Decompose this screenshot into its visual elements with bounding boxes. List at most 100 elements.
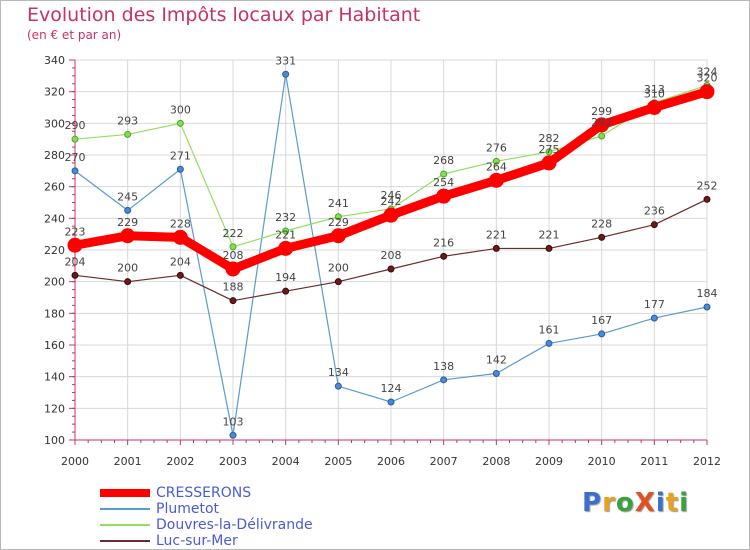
- data-point-cresserons: [120, 228, 136, 244]
- data-point-luc-sur-mer: [282, 287, 290, 295]
- data-label-luc-sur-mer: 188: [223, 281, 244, 294]
- data-label-luc-sur-mer: 236: [644, 205, 665, 218]
- data-label-douvres-la-d-livrande: 300: [170, 103, 191, 116]
- data-label-cresserons: 229: [117, 216, 138, 229]
- data-point-plumetot: [703, 303, 711, 311]
- y-tick-label: 340: [44, 54, 65, 67]
- data-label-douvres-la-d-livrande: 290: [65, 119, 86, 132]
- data-point-cresserons: [646, 100, 662, 115]
- data-point-douvres-la-d-livrande: [124, 130, 132, 138]
- y-tick-label: 120: [44, 402, 65, 415]
- data-point-plumetot: [650, 314, 658, 322]
- data-label-luc-sur-mer: 204: [170, 255, 191, 268]
- data-point-luc-sur-mer: [176, 271, 184, 279]
- data-point-douvres-la-d-livrande: [229, 243, 237, 251]
- data-point-plumetot: [334, 382, 342, 390]
- data-point-plumetot: [124, 206, 132, 214]
- data-point-plumetot: [387, 398, 395, 406]
- data-label-douvres-la-d-livrande: 268: [433, 154, 454, 167]
- data-point-douvres-la-d-livrande: [334, 213, 342, 221]
- data-label-douvres-la-d-livrande: 232: [275, 211, 296, 224]
- data-label-douvres-la-d-livrande: 324: [697, 65, 718, 78]
- data-label-luc-sur-mer: 216: [433, 236, 454, 249]
- data-label-plumetot: 271: [170, 149, 191, 162]
- data-label-plumetot: 138: [433, 360, 454, 373]
- y-tick-label: 180: [44, 307, 65, 320]
- data-label-plumetot: 124: [381, 382, 402, 395]
- data-label-plumetot: 161: [539, 323, 560, 336]
- data-label-plumetot: 270: [65, 151, 86, 164]
- data-label-cresserons: 242: [381, 195, 402, 208]
- data-point-plumetot: [598, 330, 606, 338]
- y-tick-label: 100: [44, 434, 65, 447]
- data-point-luc-sur-mer: [703, 195, 711, 203]
- data-label-cresserons: 221: [275, 228, 296, 241]
- y-tick-label: 140: [44, 371, 65, 384]
- data-point-luc-sur-mer: [650, 221, 658, 229]
- data-label-plumetot: 142: [486, 354, 507, 367]
- logo-letter: t: [665, 488, 680, 518]
- data-point-luc-sur-mer: [334, 278, 342, 286]
- x-tick-label: 2001: [114, 455, 142, 468]
- data-point-cresserons: [594, 117, 610, 133]
- logo-letter: i: [655, 488, 666, 518]
- data-point-plumetot: [282, 70, 290, 78]
- data-point-cresserons: [488, 172, 504, 188]
- proxiti-logo: ProXiti: [582, 488, 689, 518]
- x-tick-label: 2004: [272, 455, 300, 468]
- logo-letter: X: [634, 488, 656, 518]
- logo-letter: o: [615, 488, 635, 518]
- data-label-cresserons: 223: [65, 225, 86, 238]
- legend-label: Luc-sur-Mer: [156, 533, 238, 549]
- data-label-douvres-la-d-livrande: 313: [644, 83, 665, 96]
- data-point-luc-sur-mer: [229, 297, 237, 305]
- data-label-douvres-la-d-livrande: 293: [117, 114, 138, 127]
- legend-swatch: [100, 540, 150, 542]
- data-label-plumetot: 103: [223, 415, 244, 428]
- data-label-cresserons: 264: [486, 160, 507, 173]
- data-label-cresserons: 229: [328, 216, 349, 229]
- data-point-douvres-la-d-livrande: [440, 170, 448, 178]
- data-point-luc-sur-mer: [387, 265, 395, 273]
- data-point-plumetot: [71, 167, 79, 175]
- data-label-douvres-la-d-livrande: 222: [223, 227, 244, 240]
- data-label-douvres-la-d-livrande: 282: [539, 132, 560, 145]
- logo-letter: i: [679, 488, 690, 518]
- data-label-cresserons: 208: [223, 249, 244, 262]
- y-tick-label: 320: [44, 86, 65, 99]
- x-tick-label: 2005: [324, 455, 352, 468]
- data-point-cresserons: [383, 207, 399, 223]
- data-label-cresserons: 320: [697, 72, 718, 85]
- x-tick-label: 2010: [588, 455, 616, 468]
- y-tick-label: 240: [44, 212, 65, 225]
- data-point-cresserons: [225, 261, 241, 277]
- chart-title: Evolution des Impôts locaux par Habitant: [27, 4, 421, 26]
- legend-swatch: [100, 508, 150, 510]
- data-point-cresserons: [699, 84, 715, 100]
- data-label-cresserons: 254: [433, 176, 454, 189]
- data-point-douvres-la-d-livrande: [598, 132, 606, 140]
- x-tick-label: 2003: [219, 455, 247, 468]
- data-label-cresserons: 228: [170, 217, 191, 230]
- data-label-cresserons: 310: [644, 88, 665, 101]
- data-point-plumetot: [229, 431, 237, 439]
- x-tick-label: 2012: [693, 455, 721, 468]
- y-tick-label: 200: [44, 276, 65, 289]
- data-label-douvres-la-d-livrande: 246: [381, 189, 402, 202]
- y-tick-label: 160: [44, 339, 65, 352]
- x-tick-label: 2006: [377, 455, 405, 468]
- data-label-luc-sur-mer: 252: [697, 179, 718, 192]
- data-label-plumetot: 177: [644, 298, 665, 311]
- data-point-luc-sur-mer: [492, 244, 500, 252]
- legend-label: Douvres-la-Délivrande: [156, 517, 313, 533]
- data-point-plumetot: [492, 370, 500, 377]
- data-label-luc-sur-mer: 194: [275, 271, 296, 284]
- x-tick-label: 2002: [166, 455, 194, 468]
- data-label-plumetot: 245: [117, 190, 138, 203]
- chart-subtitle: (en € et par an): [27, 28, 122, 42]
- logo-letter: P: [582, 488, 603, 518]
- y-tick-label: 280: [44, 149, 65, 162]
- data-label-douvres-la-d-livrande: 276: [486, 141, 507, 154]
- x-tick-label: 2007: [430, 455, 458, 468]
